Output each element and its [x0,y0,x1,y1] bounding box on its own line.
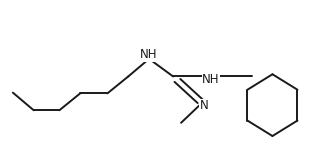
Text: NH: NH [140,48,158,61]
Text: N: N [200,99,209,112]
Text: NH: NH [202,73,220,86]
